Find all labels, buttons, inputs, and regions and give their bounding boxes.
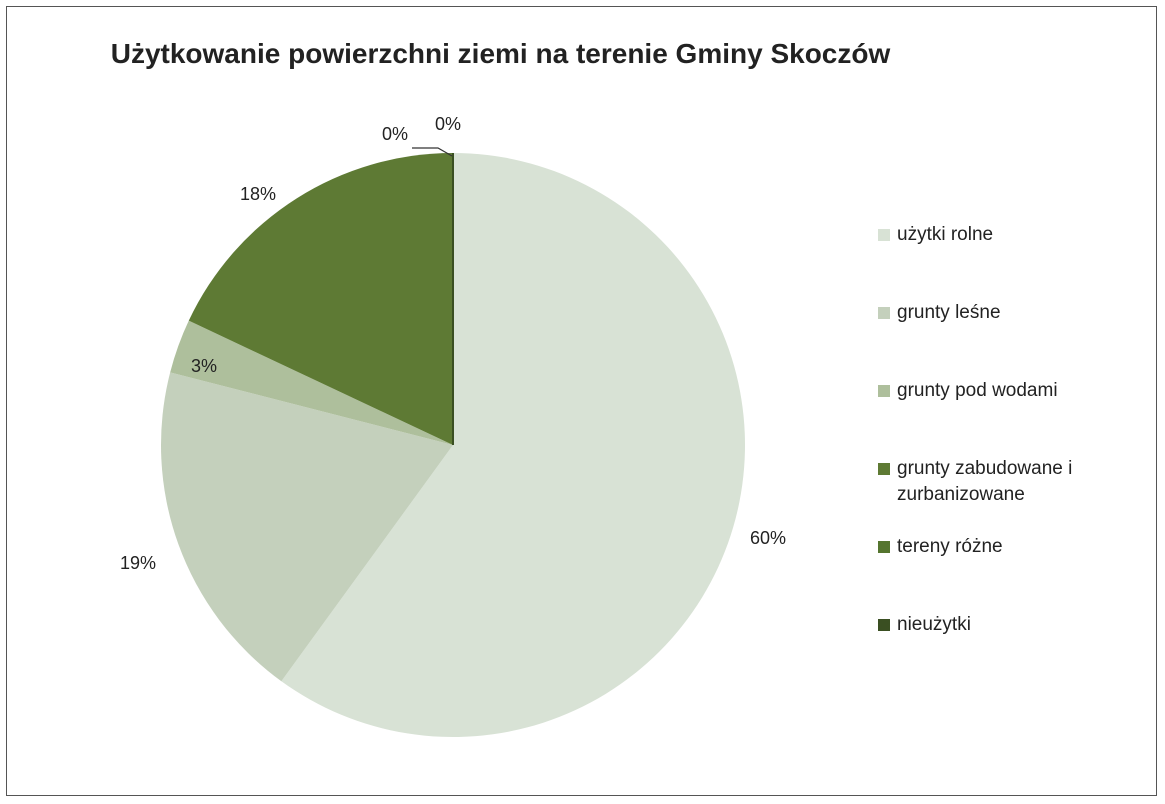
legend-item: grunty pod wodami	[878, 378, 1137, 404]
legend-swatch	[878, 385, 890, 397]
data-label-nieużytki: 0%	[435, 114, 461, 134]
legend-item: grunty leśne	[878, 300, 1137, 326]
legend-label: nieużytki	[897, 614, 971, 635]
legend-label: grunty pod wodami	[897, 380, 1058, 401]
legend-item: grunty zabudowane i zurbanizowane	[878, 456, 1137, 508]
data-label-tereny-różne: 0%	[382, 124, 408, 144]
legend-item: tereny różne	[878, 534, 1137, 560]
legend-swatch	[878, 229, 890, 241]
pie-slice-grunty-pod-wodami	[170, 320, 454, 445]
chart-title: Użytkowanie powierzchni ziemi na terenie…	[110, 38, 891, 69]
legend-swatch	[878, 463, 890, 475]
legend-swatch	[878, 541, 890, 553]
legend-swatch	[878, 307, 890, 319]
data-label-użytki-rolne: 60%	[750, 528, 786, 548]
pie-slice-użytki-rolne	[281, 153, 745, 737]
legend-label: grunty leśne	[897, 302, 1001, 323]
legend-item: nieużytki	[878, 612, 1137, 638]
legend-label: tereny różne	[897, 536, 1003, 557]
leader-line	[412, 147, 453, 157]
pie-slice-grunty-leśne	[160, 372, 453, 682]
data-label-grunty-zabudowane-i-zurbanizowane: 18%	[240, 184, 276, 204]
legend-label: użytki rolne	[897, 224, 994, 245]
data-label-grunty-pod-wodami: 3%	[191, 356, 217, 376]
pie-slice-grunty-zabudowane-i-zurbanizowane	[188, 152, 453, 445]
legend-label: grunty zabudowane i zurbanizowane	[897, 458, 1073, 505]
legend-item: użytki rolne	[878, 222, 1137, 248]
legend-swatch	[878, 619, 890, 631]
data-label-grunty-leśne: 19%	[120, 553, 156, 573]
